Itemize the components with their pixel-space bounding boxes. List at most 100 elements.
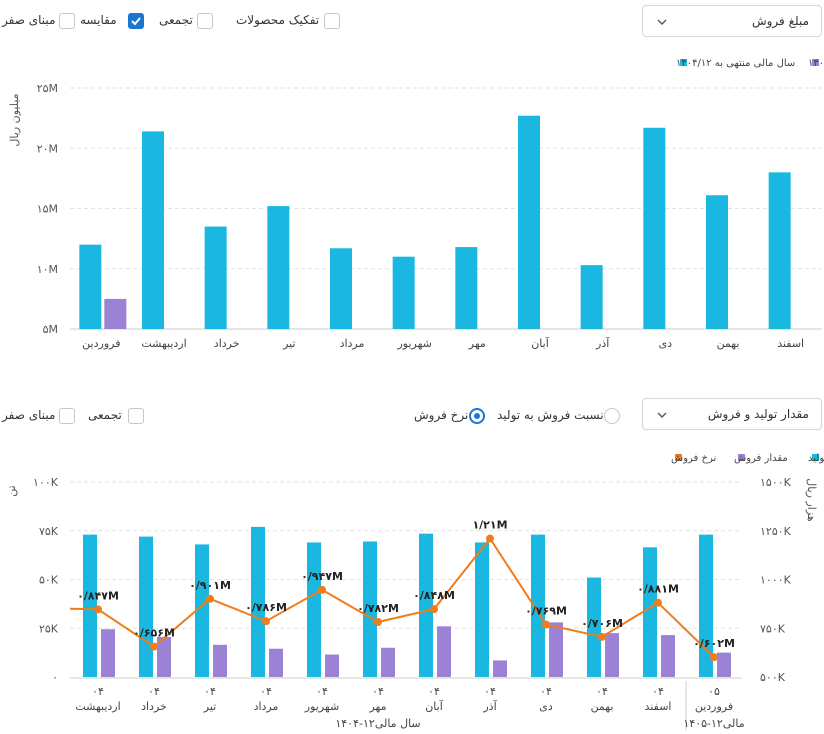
bar-sales-quantity bbox=[437, 626, 451, 677]
y-tick-label: ۲۵M bbox=[37, 82, 58, 95]
x-tick-month: فروردین bbox=[695, 700, 733, 713]
bar-current-year bbox=[643, 127, 666, 329]
bar-current-year bbox=[768, 172, 791, 329]
x-tick-month: آذر bbox=[482, 699, 497, 713]
data-label: ۰/۹۴۷M bbox=[301, 570, 343, 583]
cumulative-label-top: تجمعی bbox=[159, 13, 193, 27]
y-right-axis-title: هزار ریال bbox=[805, 478, 818, 522]
x-tick-year: ۰۴ bbox=[372, 685, 384, 698]
bar-sales-quantity bbox=[717, 652, 731, 677]
sales-rate-point bbox=[542, 620, 550, 629]
y-left-tick-label: ۰ bbox=[52, 671, 58, 684]
sales-rate-point bbox=[486, 534, 494, 543]
zero-base-label-top: مبنای صفر bbox=[2, 13, 56, 27]
bar-production bbox=[643, 547, 657, 677]
data-label: ۰/۷۸۲M bbox=[357, 602, 399, 615]
bar-production bbox=[363, 541, 377, 677]
bar-sales-quantity bbox=[101, 629, 115, 677]
metric-select-value: مبلغ فروش bbox=[751, 14, 809, 28]
cumulative-label-bottom: تجمعی bbox=[88, 408, 122, 422]
data-label: ۰/۷۸۶M bbox=[245, 601, 287, 614]
x-tick-label: دی bbox=[659, 337, 673, 350]
x-tick-month: دی bbox=[539, 700, 553, 713]
x-tick-year: ۰۴ bbox=[316, 685, 328, 698]
x-tick-month: مرداد bbox=[254, 700, 279, 713]
x-tick-year: ۰۴ bbox=[652, 685, 664, 698]
y-right-tick-label: ۵۰۰K bbox=[760, 671, 786, 684]
y-tick-label: ۱۰M bbox=[37, 263, 58, 276]
zero-base-checkbox-top[interactable] bbox=[59, 13, 75, 29]
data-label: ۰/۸۴۷M bbox=[77, 589, 119, 602]
bar-current-year bbox=[706, 195, 728, 329]
bar-sales-quantity bbox=[213, 644, 227, 677]
bar-current-year bbox=[580, 265, 603, 329]
x-tick-year: ۰۵ bbox=[708, 685, 720, 698]
bar-sales-quantity bbox=[549, 622, 563, 677]
compare-checkbox[interactable] bbox=[128, 13, 144, 29]
chevron-down-icon bbox=[657, 412, 667, 418]
bar-production bbox=[531, 534, 545, 677]
bar-production bbox=[251, 526, 265, 677]
x-tick-year: ۰۴ bbox=[428, 685, 440, 698]
x-tick-label: شهریور bbox=[396, 337, 431, 350]
bar-current-year bbox=[330, 248, 352, 329]
ratio-radio-label: نسبت فروش به تولید bbox=[497, 408, 604, 422]
quantity-select[interactable]: مقدار تولید و فروش bbox=[642, 398, 822, 430]
bar-current-year bbox=[142, 131, 164, 329]
chevron-down-icon bbox=[657, 19, 667, 25]
bar-current-year bbox=[392, 256, 415, 329]
y-tick-label: ۵M bbox=[43, 323, 58, 336]
legend-label: سال مالی منتهی به ۱۴۰۴/۱۲ bbox=[676, 58, 795, 69]
x-group-label: سال مالی۱۲-۱۴۰۴ bbox=[335, 717, 420, 730]
ratio-radio[interactable] bbox=[604, 408, 620, 424]
x-tick-label: خرداد bbox=[214, 337, 240, 350]
legend-swatch bbox=[680, 59, 687, 66]
sales-rate-point bbox=[598, 632, 606, 641]
legend-swatch bbox=[812, 59, 819, 66]
data-label: ۰/۸۸۱M bbox=[637, 583, 679, 596]
data-label: ۰/۶۰۲M bbox=[693, 637, 735, 650]
zero-base-checkbox-bottom[interactable] bbox=[59, 408, 75, 424]
sales-rate-point bbox=[710, 653, 718, 662]
x-tick-year: ۰۴ bbox=[204, 685, 216, 698]
y-axis-title: میلیون ریال bbox=[8, 93, 21, 146]
x-tick-month: اسفند bbox=[645, 700, 672, 713]
x-tick-year: ۰۴ bbox=[596, 685, 608, 698]
metric-select[interactable]: مبلغ فروش bbox=[642, 5, 822, 37]
split-products-checkbox[interactable] bbox=[324, 13, 340, 29]
x-tick-month: اردیبهشت bbox=[75, 700, 120, 713]
bar-production bbox=[587, 577, 601, 677]
data-label: ۰/۶۵۶M bbox=[133, 627, 175, 640]
x-tick-label: مهر bbox=[468, 337, 486, 350]
sales-rate-point bbox=[94, 605, 102, 614]
legend-label: نرخ فروش bbox=[671, 453, 716, 464]
bar-production bbox=[195, 544, 209, 677]
bar-sales-quantity bbox=[157, 637, 171, 677]
x-tick-label: آذر bbox=[595, 336, 610, 350]
legend-swatch bbox=[738, 454, 745, 461]
bar-production bbox=[307, 542, 321, 677]
cumulative-checkbox-bottom[interactable] bbox=[128, 408, 144, 424]
legend-swatch bbox=[812, 454, 819, 461]
y-tick-label: ۲۰M bbox=[37, 142, 58, 155]
data-label: ۰/۹۰۱M bbox=[189, 579, 231, 592]
data-label: ۱/۲۱M bbox=[472, 519, 507, 532]
x-tick-label: مرداد bbox=[340, 337, 365, 350]
y-right-tick-label: ۱۰۰۰K bbox=[760, 574, 792, 587]
sales-rate-point bbox=[206, 594, 214, 603]
zero-base-label-bottom: مبنای صفر bbox=[2, 408, 56, 422]
x-tick-label: اردیبهشت bbox=[141, 337, 186, 350]
bar-current-year bbox=[267, 206, 290, 329]
x-tick-month: شهریور bbox=[304, 700, 339, 713]
x-tick-month: تیر bbox=[203, 700, 216, 713]
sales-rate-radio[interactable] bbox=[469, 408, 485, 424]
x-tick-year: ۰۴ bbox=[484, 685, 496, 698]
bar-current-year bbox=[79, 244, 102, 329]
bar-production bbox=[699, 534, 713, 677]
bar-next-year bbox=[104, 298, 127, 329]
legend-swatch bbox=[675, 454, 682, 461]
bar-current-year bbox=[518, 115, 540, 329]
cumulative-checkbox-top[interactable] bbox=[197, 13, 213, 29]
data-label: ۰/۸۴۸M bbox=[413, 589, 455, 602]
bar-sales-quantity bbox=[661, 635, 675, 677]
